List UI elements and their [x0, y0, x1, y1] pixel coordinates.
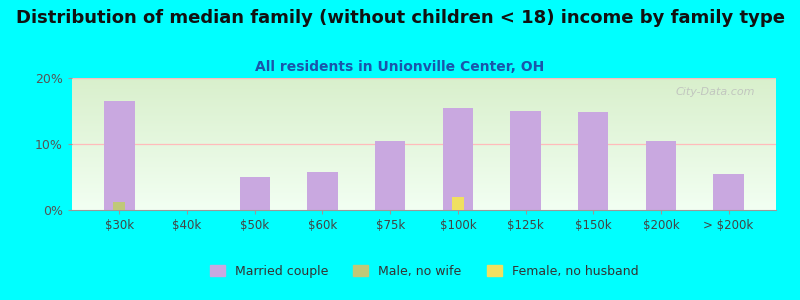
Bar	[114, 202, 126, 210]
Bar	[510, 111, 541, 210]
Bar	[104, 101, 134, 210]
Bar	[646, 141, 676, 210]
Legend: Married couple, Male, no wife, Female, no husband: Married couple, Male, no wife, Female, n…	[205, 260, 643, 283]
Bar	[578, 112, 609, 210]
Bar	[239, 177, 270, 210]
Bar	[375, 141, 406, 210]
Bar	[307, 172, 338, 210]
Bar	[714, 174, 744, 210]
Text: All residents in Unionville Center, OH: All residents in Unionville Center, OH	[255, 60, 545, 74]
Bar	[452, 197, 464, 210]
Bar	[442, 108, 473, 210]
Text: City-Data.com: City-Data.com	[675, 87, 755, 97]
Text: Distribution of median family (without children < 18) income by family type: Distribution of median family (without c…	[15, 9, 785, 27]
